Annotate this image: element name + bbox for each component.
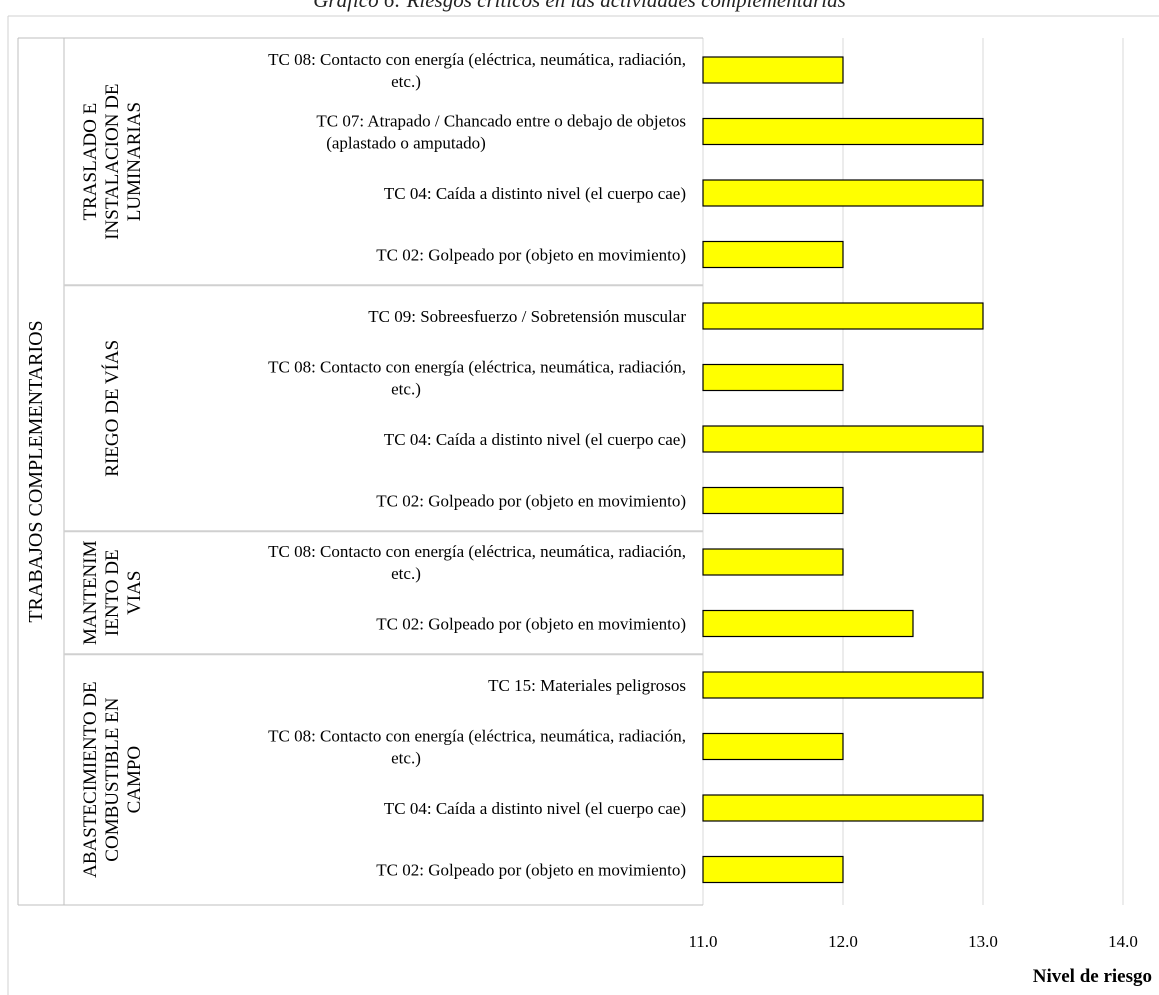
group-label: COMBUSTIBLE EN — [102, 697, 123, 861]
group-label: INSTALACION DE — [102, 83, 123, 239]
category-label: TC 04: Caída a distinto nivel (el cuerpo… — [384, 799, 686, 818]
category-label: etc.) — [391, 72, 421, 91]
category-label: TC 02: Golpeado por (objeto en movimient… — [376, 246, 686, 265]
group-label: TRASLADO E — [80, 103, 101, 221]
x-tick-label: 12.0 — [828, 932, 858, 951]
category-label: TC 08: Contacto con energía (eléctrica, … — [268, 727, 686, 746]
outer-category-label: TRABAJOS COMPLEMENTARIOS — [25, 320, 47, 622]
category-label: (aplastado o amputado) — [326, 134, 486, 153]
x-axis-title: Nivel de riesgo — [1033, 966, 1152, 987]
category-label: etc.) — [391, 564, 421, 583]
category-label: TC 09: Sobreesfuerzo / Sobretensión musc… — [368, 307, 686, 326]
bar — [702, 609, 914, 638]
category-label: TC 02: Golpeado por (objeto en movimient… — [376, 615, 686, 634]
group-label: VIAS — [124, 571, 145, 615]
category-label: TC 08: Contacto con energía (eléctrica, … — [268, 50, 686, 69]
bar — [702, 302, 984, 330]
category-label: etc.) — [391, 749, 421, 768]
category-label: etc.) — [391, 380, 421, 399]
bar — [702, 794, 984, 822]
group-label: LUMINARIAS — [124, 102, 145, 221]
category-label: TC 04: Caída a distinto nivel (el cuerpo… — [384, 430, 686, 449]
bar — [702, 855, 844, 884]
chart-title: Gráfico 6: Riesgos críticos en las activ… — [313, 0, 846, 12]
category-label: TC 08: Contacto con energía (eléctrica, … — [268, 358, 686, 377]
bar — [702, 117, 984, 146]
bar — [702, 363, 844, 392]
bar — [702, 548, 844, 576]
group-label: ABASTECIMIENTO DE — [80, 681, 101, 878]
bar — [702, 486, 844, 515]
group-label: CAMPO — [124, 746, 145, 814]
category-label: TC 04: Caída a distinto nivel (el cuerpo… — [384, 184, 686, 203]
bar — [702, 732, 844, 761]
category-label: TC 15: Materiales peligrosos — [488, 676, 686, 695]
group-label: MANTENIM — [80, 540, 101, 645]
bar — [702, 179, 984, 207]
bar — [702, 671, 984, 699]
bar — [702, 56, 844, 84]
category-label: TC 07: Atrapado / Chancado entre o debaj… — [316, 112, 686, 131]
bar — [702, 240, 844, 269]
x-tick-label: 11.0 — [688, 932, 717, 951]
group-label: IENTO DE — [102, 549, 123, 636]
bar — [702, 425, 984, 453]
x-tick-label: 13.0 — [968, 932, 998, 951]
group-label: RIEGO DE VÍAS — [101, 340, 123, 477]
x-tick-label: 14.0 — [1108, 932, 1138, 951]
category-label: TC 02: Golpeado por (objeto en movimient… — [376, 492, 686, 511]
category-label: TC 02: Golpeado por (objeto en movimient… — [376, 861, 686, 880]
category-label: TC 08: Contacto con energía (eléctrica, … — [268, 542, 686, 561]
